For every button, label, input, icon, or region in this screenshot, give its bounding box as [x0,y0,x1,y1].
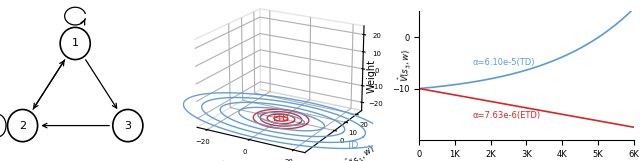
Text: α=7.63e-6(ETD): α=7.63e-6(ETD) [473,111,541,120]
Text: α=6.10e-5(TD): α=6.10e-5(TD) [473,58,535,67]
Circle shape [8,109,38,142]
Text: 3: 3 [124,121,131,131]
X-axis label: $\hat{V}(s_2, w)$: $\hat{V}(s_2, w)$ [216,160,252,161]
Text: 2: 2 [19,121,26,131]
Circle shape [60,27,90,60]
Text: 1: 1 [72,38,79,48]
Y-axis label: $\hat{V}(s_1, w)$: $\hat{V}(s_1, w)$ [342,141,379,161]
Circle shape [113,109,143,142]
Y-axis label: Weight: Weight [366,59,376,93]
